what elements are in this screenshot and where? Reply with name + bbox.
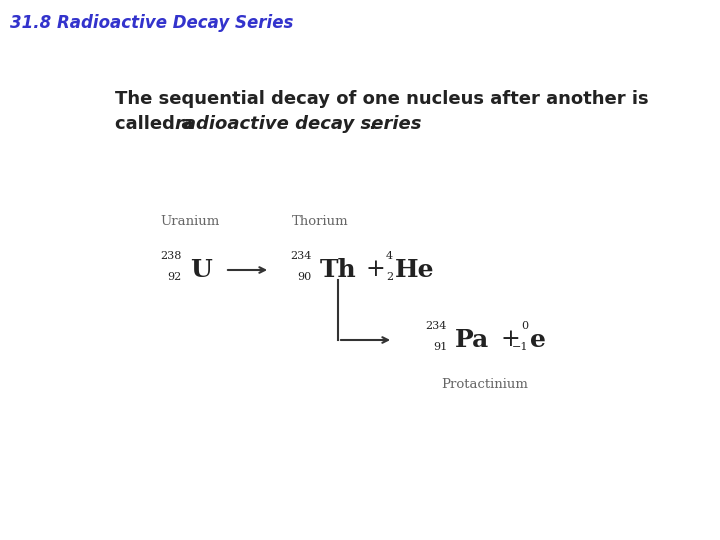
Text: Uranium: Uranium: [161, 215, 220, 228]
Text: called a: called a: [115, 115, 199, 133]
Text: The sequential decay of one nucleus after another is: The sequential decay of one nucleus afte…: [115, 90, 649, 108]
Text: +: +: [500, 328, 520, 352]
Text: −1: −1: [511, 342, 528, 352]
Text: 31.8 Radioactive Decay Series: 31.8 Radioactive Decay Series: [10, 14, 293, 32]
Text: Th: Th: [320, 258, 356, 282]
Text: 238: 238: [161, 251, 182, 261]
Text: 234: 234: [291, 251, 312, 261]
Text: Pa: Pa: [455, 328, 490, 352]
Text: +: +: [365, 259, 385, 281]
Text: Thorium: Thorium: [292, 215, 348, 228]
Text: He: He: [395, 258, 435, 282]
Text: 90: 90: [298, 272, 312, 282]
Text: 234: 234: [426, 321, 447, 331]
Text: .: .: [368, 115, 375, 133]
Text: radioactive decay series: radioactive decay series: [175, 115, 421, 133]
Text: e: e: [530, 328, 546, 352]
Text: 0: 0: [521, 321, 528, 331]
Text: 91: 91: [433, 342, 447, 352]
Text: 4: 4: [386, 251, 393, 261]
Text: 2: 2: [386, 272, 393, 282]
Text: Protactinium: Protactinium: [441, 378, 528, 391]
Text: U: U: [190, 258, 212, 282]
Text: 92: 92: [168, 272, 182, 282]
